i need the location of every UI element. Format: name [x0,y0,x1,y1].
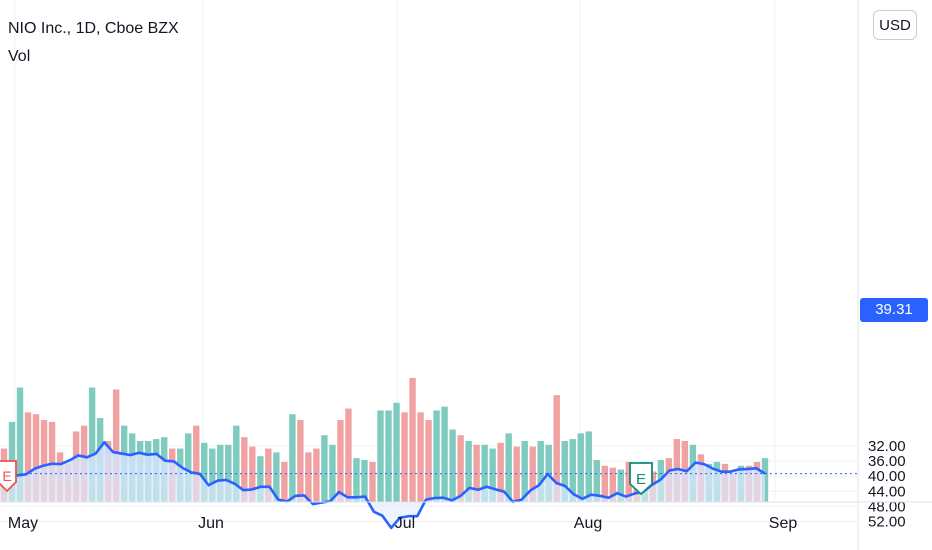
volume-bar-11 [88,387,96,502]
volume-bar-49 [393,402,400,502]
volume-bar-74 [593,460,600,502]
volume-bar-62 [497,442,504,502]
volume-bar-55 [441,406,448,502]
volume-bar-47 [377,410,384,502]
volume-bar-52 [417,412,424,502]
volume-bar-71 [569,439,576,502]
earnings-marker-may[interactable]: E [0,460,17,493]
time-axis-ticks: May Jun Jul Aug Sep [8,515,797,532]
currency-button[interactable]: USD [873,10,917,40]
price-tick-5: 52.00 [868,514,906,531]
last-price-label: 39.31 [860,298,928,322]
volume-bar-45 [361,460,368,502]
earnings-letter-aug: E [636,471,646,488]
volume-bar-5 [40,419,48,502]
volume-bar-38 [305,452,312,502]
price-tick-2: 40.00 [868,468,906,485]
volume-bar-56 [449,429,456,502]
price-tick-0: 32.00 [868,438,906,455]
volume-bar-28 [225,444,232,502]
volume-bar-4 [32,414,40,502]
volume-bar-23 [185,433,192,502]
earnings-letter-may: E [2,468,11,484]
price-tick-3: 44.00 [868,483,906,500]
volume-indicator-label[interactable]: Vol [8,48,31,65]
volume-bar-14 [112,389,120,502]
volume-bar-25 [201,442,208,502]
volume-bar-76 [609,467,616,502]
volume-bar-35 [281,461,288,502]
volume-bar-61 [489,448,496,502]
volume-bar-30 [241,437,248,502]
volume-bar-77 [617,469,625,502]
volume-bar-75 [601,465,608,502]
volume-bar-69 [553,395,560,502]
price-tick-4: 48.00 [868,498,906,515]
volume-bar-3 [24,412,32,502]
volume-bar-54 [433,410,440,502]
volume-bar-53 [425,419,432,502]
time-tick-jul: Jul [395,515,415,532]
volume-bar-50 [401,412,408,502]
volume-bar-6 [48,421,56,502]
price-tick-1: 36.00 [868,453,906,470]
time-tick-may: May [8,515,38,532]
volume-bar-64 [513,446,520,502]
price-line [0,440,766,530]
volume-bar-51 [409,378,416,502]
volume-bar-46 [369,461,376,502]
volume-bar-67 [537,440,544,502]
volume-bar-31 [249,446,256,502]
volume-bar-40 [321,435,328,502]
volume-bar-33 [265,448,272,502]
volume-bar-72 [577,433,584,502]
time-tick-aug: Aug [574,515,602,532]
volume-bar-32 [257,456,264,502]
volume-bar-34 [273,452,280,502]
volume-bar-29 [233,425,240,502]
earnings-marker-aug[interactable]: E [629,462,653,496]
volume-bar-78 [625,461,633,502]
volume-bar-58 [465,440,472,502]
volume-bar-43 [345,408,352,502]
volume-bar-57 [457,435,464,502]
price-area-fill [0,442,765,528]
volume-bar-65 [521,440,528,502]
volume-bar-44 [353,458,360,502]
volume-bar-41 [329,444,336,502]
volume-bar-60 [481,444,488,502]
volume-bar-39 [313,448,320,502]
volume-bar-63 [505,433,512,502]
symbol-title[interactable]: NIO Inc., 1D, Cboe BZX [8,20,179,37]
volume-bar-26 [209,448,216,502]
volume-bar-66 [529,446,536,502]
time-tick-sep: Sep [769,515,798,532]
time-tick-jun: Jun [198,515,224,532]
volume-bar-42 [337,419,344,502]
volume-bar-48 [385,410,392,502]
volume-bar-36 [289,414,296,502]
volume-bar-70 [561,440,568,502]
volume-bar-37 [297,419,304,502]
volume-bar-73 [585,431,592,502]
chart-legend: NIO Inc., 1D, Cboe BZX Vol [8,18,179,68]
volume-bar-24 [193,425,200,502]
volume-bar-2 [16,387,24,502]
